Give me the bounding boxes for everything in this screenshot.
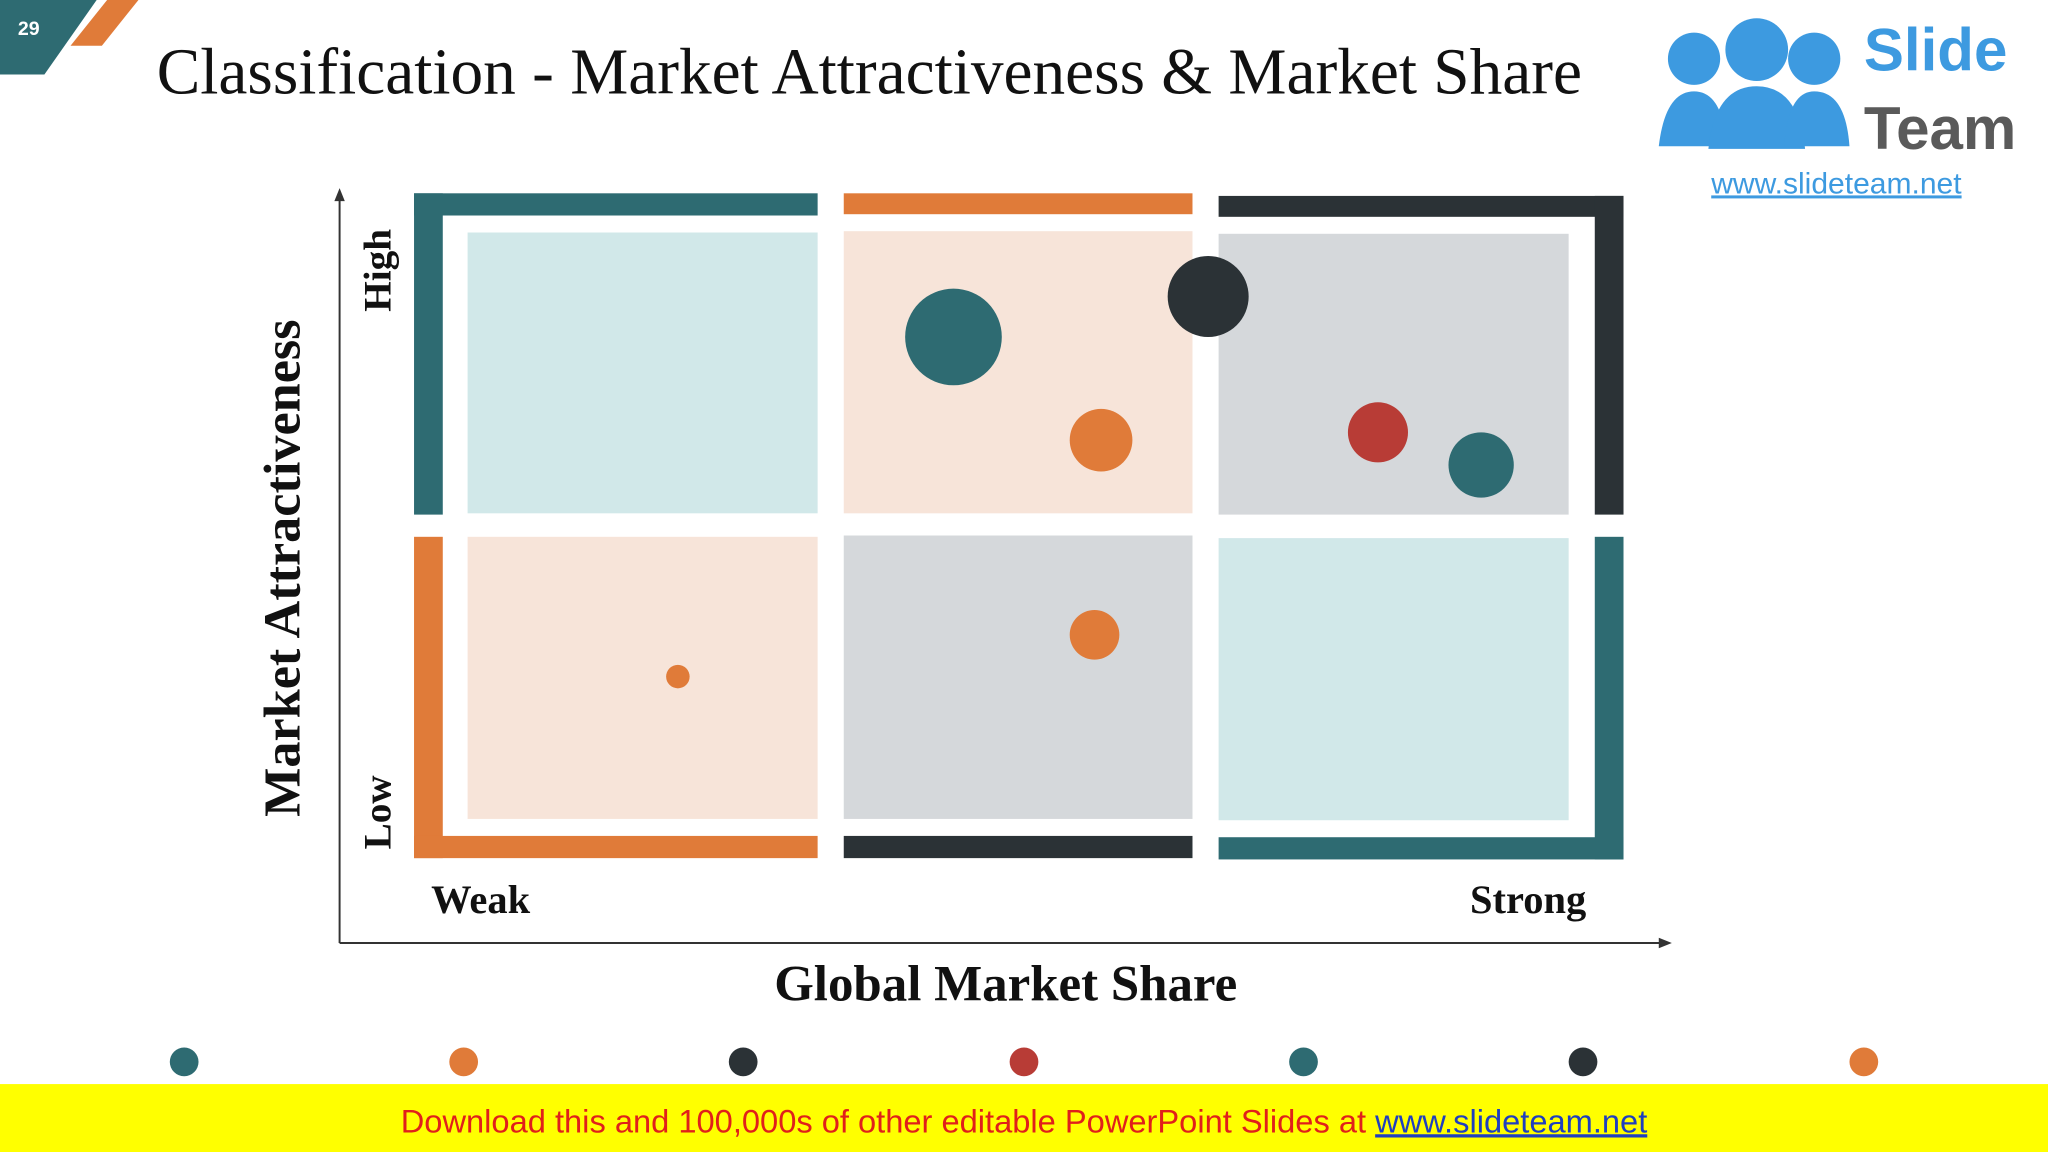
bubble — [1069, 408, 1133, 472]
bubble — [1448, 432, 1514, 498]
x-axis-label: Global Market Share — [774, 956, 1237, 1012]
frame-bar — [1218, 837, 1624, 860]
bubble — [1167, 256, 1249, 337]
bubble — [905, 288, 1002, 386]
logo-icon — [1667, 32, 1721, 85]
arrowhead — [334, 188, 345, 202]
frame-bar — [414, 193, 443, 515]
decor-dot — [1849, 1047, 1879, 1077]
bubble — [1069, 609, 1120, 660]
decor-dot — [1289, 1047, 1318, 1077]
matrix — [414, 193, 1624, 860]
axis-level-label: Weak — [431, 877, 530, 922]
bubble — [1347, 402, 1408, 463]
logo-brand: Slide — [1864, 17, 2008, 84]
logo-url[interactable]: www.slideteam.net — [1710, 167, 1962, 200]
logo-icon — [1658, 91, 1727, 147]
frame-bar — [414, 193, 818, 216]
logo-brand: Team — [1864, 95, 2016, 162]
decor-dot — [1009, 1047, 1039, 1077]
footer-bar — [0, 1084, 2048, 1152]
frame-bar — [843, 193, 1193, 215]
axis-level-label: High — [356, 229, 399, 312]
axis-level-label: Strong — [1470, 877, 1586, 922]
logo-icon — [1788, 32, 1841, 85]
cell — [843, 535, 1193, 819]
logo-icon — [1708, 86, 1806, 149]
footer-link[interactable]: www.slideteam.net — [1374, 1102, 1647, 1139]
frame-bar — [1594, 195, 1624, 515]
frame-bar — [414, 835, 818, 859]
decor-dot — [1568, 1047, 1598, 1077]
badge — [0, 0, 97, 75]
cell — [467, 536, 818, 819]
decor-dot — [449, 1047, 479, 1077]
frame-bar — [843, 835, 1193, 859]
axis-level-label: Low — [356, 775, 399, 850]
logo-icon — [1784, 91, 1850, 147]
cell — [1218, 233, 1569, 515]
cell — [1218, 538, 1569, 821]
frame-bar — [414, 536, 443, 859]
decor-dot — [728, 1047, 758, 1077]
bubble — [666, 664, 690, 689]
arrowhead — [1658, 937, 1672, 949]
badge-stripe — [70, 0, 139, 46]
footer-message: Download this and 100,000s of other edit… — [401, 1102, 1375, 1139]
y-axis-label: Market Attractiveness — [253, 319, 311, 817]
decor-dot — [169, 1047, 199, 1077]
frame-bar — [1218, 195, 1624, 217]
cell — [843, 231, 1193, 514]
footer-text: Download this and 100,000s of other edit… — [401, 1102, 1648, 1139]
title: Classification - Market Attractiveness &… — [157, 36, 1582, 108]
logo: Slide Team www.slideteam.net — [1639, 0, 2038, 200]
frame-bar — [1594, 536, 1624, 860]
slide-number: 29 — [18, 18, 40, 40]
cell — [467, 232, 818, 514]
logo-icon — [1725, 18, 1789, 81]
